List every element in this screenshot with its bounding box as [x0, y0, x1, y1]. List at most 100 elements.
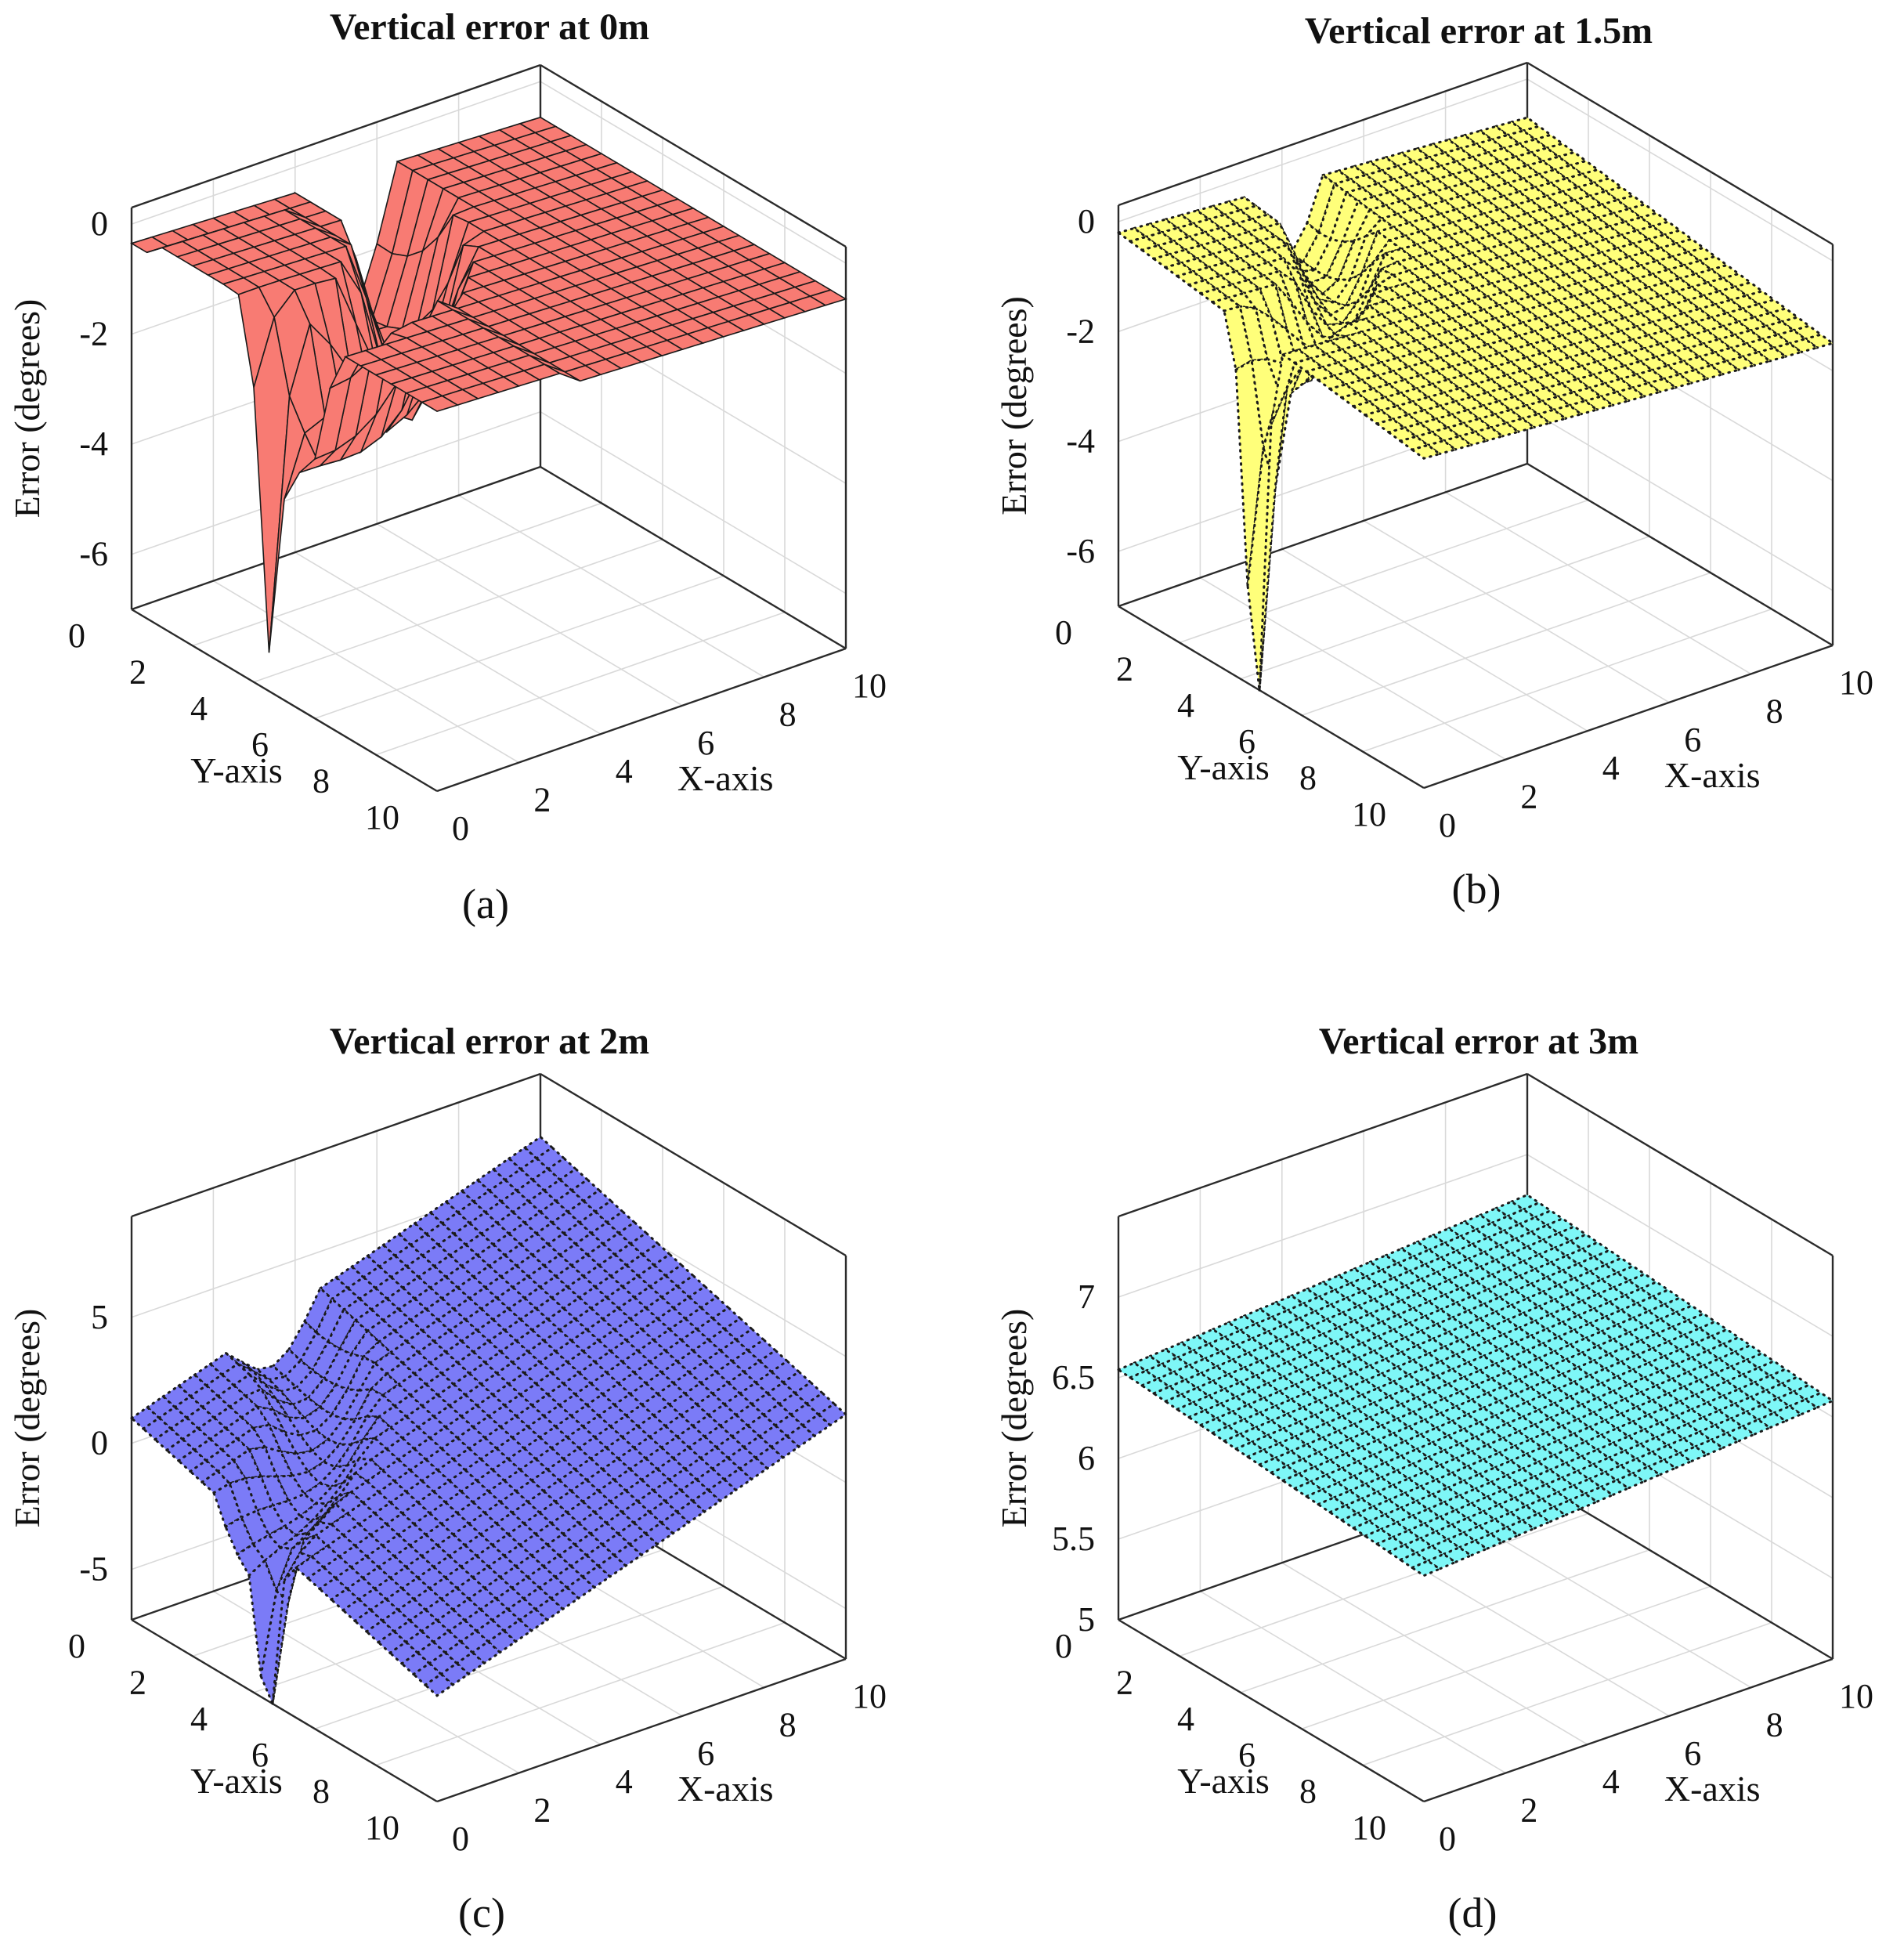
surface-patch [1405, 409, 1439, 425]
surface-patch [1602, 281, 1635, 298]
floor-gridline [458, 494, 765, 678]
surface-patch [1516, 282, 1549, 298]
y-tick-label: 2 [1116, 649, 1133, 688]
panel-caption: (a) [462, 880, 509, 927]
y-tick-label: 6 [1238, 722, 1255, 761]
axes-edge [1118, 61, 1528, 207]
surface-patch [1280, 1472, 1313, 1491]
z-axis-label: Error (degrees) [994, 296, 1034, 515]
surface-patch [1438, 160, 1471, 176]
surface-patch [1257, 235, 1290, 251]
surface-patch [1390, 269, 1424, 286]
surface-patch [1445, 374, 1478, 390]
surface-patch [274, 1474, 306, 1503]
surface [130, 116, 847, 653]
axes-edge [436, 647, 847, 793]
axes-edge [1526, 61, 1834, 246]
surface-patch [248, 1373, 278, 1401]
chart-title: Vertical error at 2m [330, 1021, 649, 1062]
surface-patch [1504, 417, 1537, 433]
surface-patch [1233, 1440, 1266, 1458]
surface-patch [1289, 301, 1321, 355]
floor-gridline [294, 551, 602, 735]
surface-patch [1437, 304, 1471, 320]
y-tick-label: 8 [313, 762, 330, 801]
x-tick-label: 2 [1520, 778, 1537, 816]
surface-patch [1225, 291, 1259, 310]
surface-patch [1621, 360, 1655, 376]
axes-edge [1526, 1072, 1834, 1257]
surface-patch [1367, 204, 1400, 220]
y-tick-label: 0 [68, 616, 85, 655]
surface-patch [364, 1393, 397, 1419]
y-tick-label: 8 [313, 1773, 330, 1811]
surface-patch [1472, 330, 1506, 346]
surface-patch [1374, 1535, 1407, 1554]
axes-edge [131, 63, 541, 209]
axes-edge [1526, 462, 1834, 647]
z-tick-label: 7 [1078, 1278, 1095, 1316]
y-tick-label: 8 [1299, 759, 1317, 797]
axes-edge [1423, 644, 1834, 790]
surface-patch [1426, 151, 1459, 168]
surface-patch [1174, 270, 1208, 287]
surface-patch [1579, 264, 1612, 280]
surface-patch [1339, 1512, 1372, 1530]
surface-patch [1398, 339, 1431, 356]
floor-gridline [1240, 1549, 1650, 1693]
surface-patch [240, 1509, 271, 1546]
surface-patch [1306, 173, 1336, 235]
surface-patch [1598, 342, 1631, 359]
surface-patch [1205, 261, 1239, 277]
surface-patch [1449, 313, 1483, 329]
surface-patch [1492, 264, 1526, 281]
surface-patch [1689, 281, 1722, 298]
surface-patch [1595, 211, 1628, 228]
surface-patch [1371, 287, 1404, 303]
floor-gridline [212, 580, 519, 764]
surface-patch [1386, 186, 1420, 203]
axes-edge [1118, 462, 1528, 608]
surface-patch [1324, 240, 1357, 282]
axes-edge [540, 465, 847, 650]
surface-patch [1292, 1480, 1325, 1498]
panel-a: 0 -2 -4 -6 0 2 4 6 8 10 0 2 4 6 8 10 Error (degrees) Y-ax… [7, 6, 887, 927]
surface-patch [1642, 246, 1675, 262]
surface-patch [1461, 321, 1494, 338]
surface-patch [1548, 177, 1581, 193]
surface-patch [353, 1458, 385, 1484]
surface-patch [1543, 382, 1577, 399]
floor-gridline [1199, 1590, 1506, 1774]
surface-patch [1555, 391, 1588, 407]
surface-patch [1323, 348, 1357, 364]
surface-patch [1497, 203, 1530, 219]
y-tick-label: 0 [1055, 613, 1072, 652]
surface-patch [1151, 1385, 1184, 1403]
surface-patch [1363, 169, 1396, 186]
surface-patch [1328, 298, 1361, 326]
surface [1115, 1193, 1836, 1578]
surface-patch [1386, 1543, 1419, 1562]
y-tick-label: 6 [1238, 1736, 1255, 1774]
surface-patch [1440, 435, 1474, 451]
z-tick-label: 0 [1078, 202, 1095, 240]
axes-edge [436, 1657, 847, 1803]
surface-patch [1375, 178, 1408, 194]
surface-patch [1630, 237, 1664, 254]
surface-patch [1524, 160, 1558, 176]
surface-patch [1353, 304, 1384, 325]
x-tick-label: 2 [533, 1791, 551, 1830]
tick-labels: 5 0 -5 0 2 4 6 8 10 0 2 4 6 8 10 [68, 1298, 887, 1858]
surface-patch [1489, 133, 1523, 150]
y-tick-label: 0 [1055, 1627, 1072, 1665]
surface-patch [1398, 195, 1432, 211]
floor-gridline [1445, 491, 1752, 675]
surface-patch [1645, 378, 1678, 394]
surface-patch [326, 1307, 357, 1351]
surface-patch [1250, 358, 1281, 449]
surface-patch [423, 1672, 455, 1697]
x-tick-label: 4 [1602, 749, 1620, 787]
x-tick-label: 6 [697, 1734, 714, 1773]
surface-patch [1217, 269, 1251, 286]
